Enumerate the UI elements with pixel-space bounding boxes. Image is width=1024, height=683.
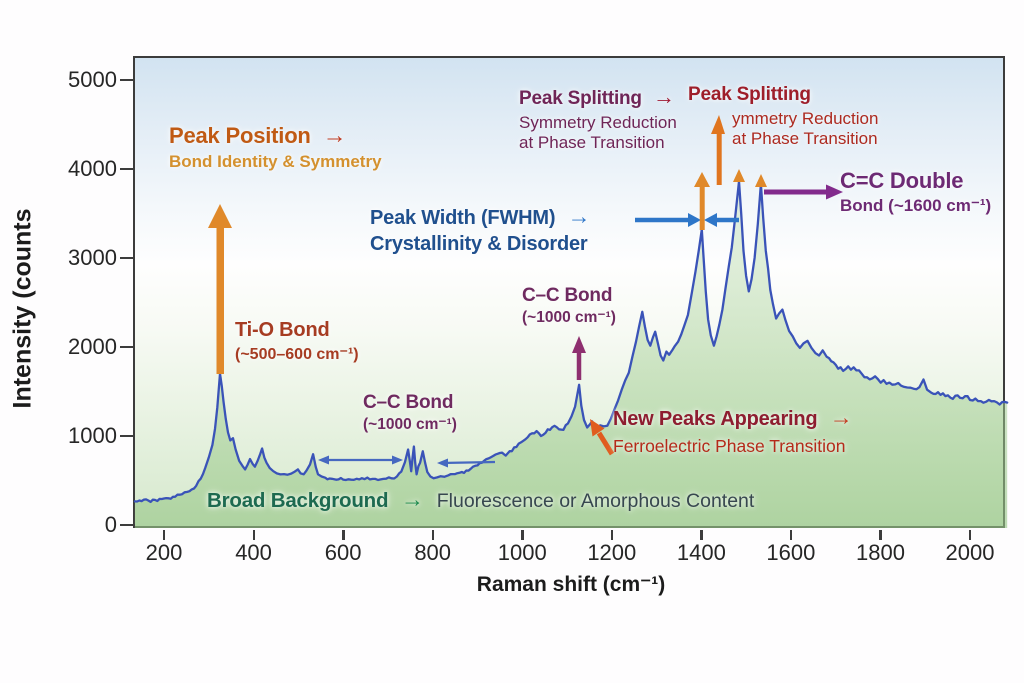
x-tick-mark (789, 530, 793, 540)
broad-background-arrow-glyph: → (401, 486, 425, 512)
spectrum-canvas (133, 180, 1009, 528)
new-peaks-subtitle: Ferroelectric Phase Transition (613, 435, 846, 456)
broad-region-double-arrow-icon (318, 455, 403, 465)
annotation-peak-position: Peak Position → Bond Identity & Symmetry (169, 122, 382, 172)
x-tick-label: 200 (145, 540, 183, 565)
split-peak2-tip-icon (755, 174, 767, 187)
annotation-peak-splitting-left: Peak Splitting → Symmetry Reduction at P… (519, 84, 677, 154)
cc-bond-mid-subtitle: (~1000 cm⁻¹) (522, 309, 616, 327)
cc-double-right-arrow-icon (764, 184, 843, 200)
cc-double-title: C=C Double (840, 168, 964, 193)
y-tick-label: 3000 (68, 245, 117, 270)
peak-width-subtitle: Crystallinity & Disorder (370, 232, 588, 255)
x-tick-label: 600 (324, 540, 362, 565)
x-tick-label: 400 (235, 540, 272, 565)
x-tick-label: 1800 (855, 540, 905, 565)
x-tick-label: 1200 (587, 540, 637, 565)
split-left-line2: Symmetry Reduction (519, 113, 677, 133)
y-tick-mark (120, 346, 135, 349)
y-tick-mark (120, 435, 135, 438)
spectrum-area-fill (134, 181, 1008, 528)
split-left-title: Peak Splitting (519, 88, 642, 109)
x-tick-mark (252, 530, 255, 540)
peak-width-title: Peak Width (FWHM) (370, 207, 556, 229)
x-tick-label: 1600 (766, 540, 816, 565)
x-tick-label: 800 (414, 540, 452, 565)
split-right-line3: at Phase Transition (732, 129, 878, 149)
peak-splitting-up-arrow-tall-icon (711, 115, 725, 185)
broad-region-left-arrow-icon (437, 458, 496, 468)
annotation-cc-bond-left: C–C Bond (~1000 cm⁻¹) (363, 392, 457, 435)
annotation-cc-bond-mid: C–C Bond (~1000 cm⁻¹) (522, 285, 616, 328)
x-tick-mark (969, 530, 972, 540)
split-right-line2: ymmetry Reduction (732, 109, 879, 129)
annotation-peak-width: Peak Width (FWHM) → Crystallinity & Diso… (370, 203, 591, 256)
y-tick-label: 4000 (68, 156, 117, 181)
cc-bond-left-title: C–C Bond (363, 392, 454, 413)
peak-splitting-up-arrow-small-icon (694, 172, 710, 230)
plot-area: Intensity (counts Raman shift (cm⁻¹) Pea… (9, 56, 1009, 596)
y-tick-mark (120, 168, 135, 171)
annotation-peak-splitting-right: Peak Splitting ymmetry Reduction at Phas… (688, 84, 878, 150)
cc-bond-up-arrow-icon (572, 336, 586, 380)
cc-bond-left-subtitle: (~1000 cm⁻¹) (363, 416, 457, 434)
broad-background-title: Broad Background (207, 489, 389, 512)
peak-position-subtitle: Bond Identity & Symmetry (169, 152, 382, 172)
ti-o-bond-subtitle: (~500–600 cm⁻¹) (235, 345, 359, 363)
x-tick-mark (700, 530, 703, 540)
peak-position-up-arrow-icon (208, 204, 232, 374)
x-tick-mark (879, 530, 882, 540)
new-peaks-arrow-glyph: → (829, 404, 853, 430)
annotation-cc-double: C=C Double Bond (~1600 cm⁻¹) (840, 168, 991, 216)
cc-double-subtitle: Bond (~1600 cm⁻¹) (840, 195, 992, 215)
broad-background-rest: Fluorescence or Amorphous Content (436, 490, 755, 512)
split-peak1-tip-icon (733, 169, 745, 182)
annotation-ti-o-bond: Ti-O Bond (~500–600 cm⁻¹) (235, 319, 359, 364)
cc-bond-mid-title: C–C Bond (522, 285, 613, 306)
x-axis-title: Raman shift (cm⁻¹) (476, 573, 666, 596)
x-tick-mark (163, 530, 166, 540)
spectrum-line (133, 180, 1009, 504)
x-tick-mark (521, 530, 524, 540)
y-tick-mark (120, 79, 135, 82)
y-tick-label: 2000 (68, 334, 117, 359)
y-tick-mark (120, 257, 135, 260)
x-tick-label: 1400 (676, 540, 726, 565)
x-tick-mark (610, 530, 614, 540)
y-tick-label: 5000 (68, 67, 117, 92)
x-tick-mark (431, 530, 435, 540)
fwhm-width-arrows-icon (635, 213, 739, 227)
annotation-new-peaks: New Peaks Appearing → Ferroelectric Phas… (613, 404, 853, 456)
annotation-arrows (208, 115, 843, 468)
new-peaks-diagonal-arrow-icon (590, 419, 615, 456)
x-tick-label: 2000 (945, 540, 995, 565)
split-arrow-glyph: → (652, 84, 675, 109)
y-tick-mark (120, 524, 135, 527)
ti-o-bond-title: Ti-O Bond (235, 319, 330, 341)
split-right-title: Peak Splitting (688, 84, 811, 105)
peak-position-arrow-glyph: → (322, 122, 347, 149)
split-left-line3: at Phase Transition (519, 133, 665, 153)
x-tick-label: 1000 (497, 540, 547, 565)
peak-position-title: Peak Position (169, 123, 311, 148)
peak-width-arrow-glyph: → (567, 203, 591, 229)
y-tick-label: 1000 (68, 423, 117, 448)
new-peaks-title: New Peaks Appearing (613, 408, 818, 430)
annotation-broad-background: Broad Background → Fluorescence or Amorp… (207, 486, 754, 513)
x-tick-mark (342, 530, 345, 540)
y-tick-label: 0 (104, 512, 117, 537)
